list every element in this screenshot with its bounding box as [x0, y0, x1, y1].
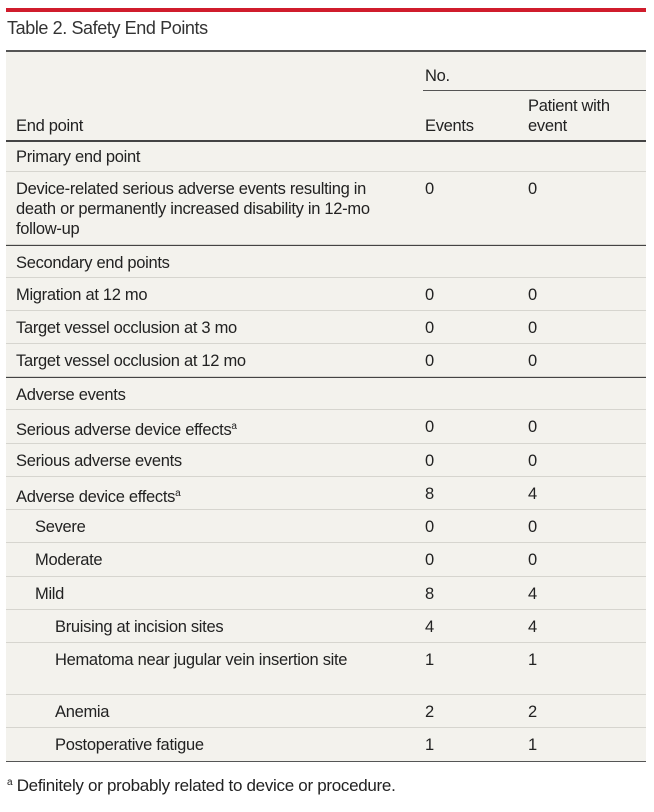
- header-group-rule: [423, 90, 646, 91]
- row-label: Bruising at incision sites: [55, 618, 224, 636]
- patients-value: 4: [528, 618, 537, 636]
- events-value: 0: [425, 452, 434, 470]
- row-label: Moderate: [35, 551, 103, 569]
- table-row: Target vessel occlusion at 12 mo 0 0: [6, 344, 646, 377]
- section-row: Primary end point: [6, 140, 646, 172]
- header-patients: Patient with event: [528, 97, 610, 135]
- accent-rule: [6, 8, 646, 12]
- row-label: Anemia: [55, 703, 110, 721]
- events-value: 0: [425, 551, 434, 569]
- table-row: Postoperative fatigue 1 1: [6, 728, 646, 760]
- table-title: Table 2. Safety End Points: [7, 18, 208, 38]
- patients-value: 0: [528, 418, 537, 436]
- patients-value: 0: [528, 452, 537, 470]
- events-value: 8: [425, 485, 434, 503]
- safety-table: End point No. Events Patient with event …: [6, 50, 646, 762]
- patients-value: 0: [528, 319, 537, 337]
- events-value: 4: [425, 618, 434, 636]
- header-events: Events: [425, 117, 474, 135]
- events-value: 0: [425, 180, 434, 198]
- table-row: Anemia 2 2: [6, 695, 646, 728]
- header-end-point: End point: [16, 117, 84, 135]
- events-value: 0: [425, 286, 434, 304]
- section-row: Adverse events: [6, 377, 646, 410]
- patients-value: 4: [528, 585, 537, 603]
- row-label: Serious adverse events: [16, 452, 182, 470]
- table-row: Mild 8 4: [6, 577, 646, 610]
- row-label: Device-related serious adverse events re…: [16, 180, 370, 238]
- footnote-text: Definitely or probably related to device…: [16, 776, 396, 795]
- patients-value: 1: [528, 651, 537, 669]
- table-row: Serious adverse device effectsa 0 0: [6, 410, 646, 444]
- section-row: Secondary end points: [6, 245, 646, 278]
- events-value: 0: [425, 352, 434, 370]
- patients-value: 0: [528, 551, 537, 569]
- table-row: Bruising at incision sites 4 4: [6, 610, 646, 643]
- patients-value: 2: [528, 703, 537, 721]
- row-label: Target vessel occlusion at 3 mo: [16, 319, 237, 337]
- row-label: Postoperative fatigue: [55, 736, 204, 754]
- row-label: Target vessel occlusion at 12 mo: [16, 352, 246, 370]
- patients-value: 0: [528, 180, 537, 198]
- events-value: 1: [425, 651, 434, 669]
- patients-value: 0: [528, 352, 537, 370]
- patients-value: 0: [528, 518, 537, 536]
- table-row: Device-related serious adverse events re…: [6, 172, 646, 245]
- row-label: Severe: [35, 518, 86, 536]
- patients-value: 0: [528, 286, 537, 304]
- table-row: Serious adverse events 0 0: [6, 444, 646, 477]
- header-no: No.: [425, 67, 450, 85]
- row-label: Secondary end points: [16, 254, 170, 272]
- table-row: Severe 0 0: [6, 510, 646, 543]
- row-label: Adverse events: [16, 386, 126, 404]
- events-value: 0: [425, 518, 434, 536]
- row-label: Primary end point: [16, 148, 141, 166]
- events-value: 2: [425, 703, 434, 721]
- patients-value: 1: [528, 736, 537, 754]
- table-row: Adverse device effectsa 8 4: [6, 477, 646, 510]
- table-row: Target vessel occlusion at 3 mo 0 0: [6, 311, 646, 344]
- row-label: Mild: [35, 585, 65, 603]
- table-row: Migration at 12 mo 0 0: [6, 278, 646, 311]
- row-label: Serious adverse device effectsa: [16, 421, 237, 439]
- table-header: End point No. Events Patient with event: [6, 52, 646, 142]
- row-label: Adverse device effectsa: [16, 488, 181, 506]
- events-value: 0: [425, 319, 434, 337]
- events-value: 0: [425, 418, 434, 436]
- events-value: 1: [425, 736, 434, 754]
- table-row: Hematoma near jugular vein insertion sit…: [6, 643, 646, 695]
- footnote-mark: a: [7, 777, 13, 788]
- patients-value: 4: [528, 485, 537, 503]
- footnote-ref: a: [231, 421, 237, 432]
- footnote: a Definitely or probably related to devi…: [7, 776, 396, 796]
- row-label: Hematoma near jugular vein insertion sit…: [55, 651, 348, 669]
- footnote-ref: a: [175, 488, 181, 499]
- table-row: Moderate 0 0: [6, 543, 646, 577]
- row-label: Migration at 12 mo: [16, 286, 148, 304]
- events-value: 8: [425, 585, 434, 603]
